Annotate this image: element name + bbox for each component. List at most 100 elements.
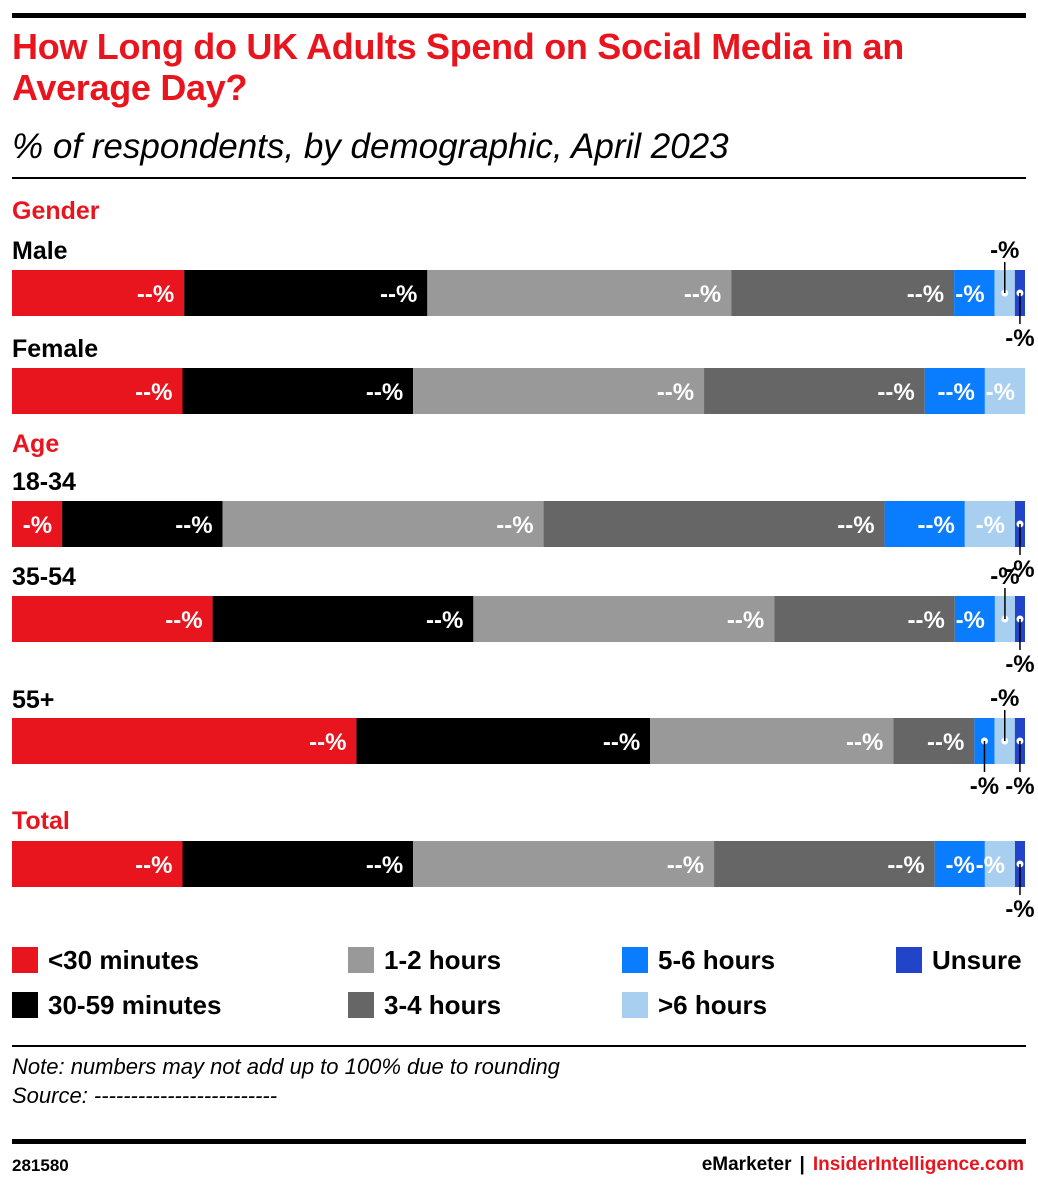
legend-item-1-2-hours: 1-2 hours <box>348 945 501 975</box>
footnote: Note: numbers may not add up to 100% due… <box>12 1052 560 1110</box>
legend-item-unsure: Unsure <box>896 945 1022 975</box>
legend-label: <30 minutes <box>48 945 200 975</box>
bar-value-label: -% <box>956 607 985 634</box>
bar-segment-18-34-0 <box>12 501 63 547</box>
bar-segment-total-0 <box>12 841 183 887</box>
bar-value-label: --% <box>667 852 704 879</box>
callout-value-label: -% <box>990 563 1019 590</box>
bar-value-label: --% <box>309 729 346 756</box>
legend-swatch <box>348 992 374 1018</box>
note-text: Note: numbers may not add up to 100% due… <box>12 1054 560 1079</box>
bar-value-label: --% <box>846 729 883 756</box>
section-age: Age <box>12 430 60 458</box>
bar-segment-female-2 <box>413 368 705 414</box>
legend-label: 3-4 hours <box>384 990 502 1020</box>
brand-insider-intelligence[interactable]: InsiderIntelligence.com <box>812 1154 1024 1175</box>
bar-value-label: --% <box>887 852 924 879</box>
top-rule <box>12 13 1026 18</box>
legend-item-over-6-hours: >6 hours <box>622 990 767 1020</box>
bar-value-label: --% <box>496 512 533 539</box>
bar-segment-18-34-2 <box>222 501 544 547</box>
bar-segment-male-2 <box>427 270 732 316</box>
callout-value-label: -% <box>1005 556 1034 583</box>
bar-value-label: --% <box>135 379 172 406</box>
bar-segment-female-4 <box>924 368 985 414</box>
bar-segment-35-54-2 <box>473 596 775 642</box>
chart-id: 281580 <box>12 1156 69 1175</box>
section-gender: Gender <box>12 197 100 225</box>
bar-value-label: -% <box>946 852 975 879</box>
legend-label: Unsure <box>932 945 1022 975</box>
bar-value-label: -% <box>23 512 52 539</box>
bar-segment-35-54-1 <box>212 596 474 642</box>
bar-segment-total-2 <box>413 841 715 887</box>
legend-swatch <box>622 992 648 1018</box>
brand-separator: | <box>799 1154 805 1175</box>
section-total: Total <box>12 807 70 835</box>
bar-segment-male-0 <box>12 270 185 316</box>
bar-value-label: --% <box>877 379 914 406</box>
bar-segment-55-3 <box>893 718 975 764</box>
bar-value-label: --% <box>907 281 944 308</box>
bar-segment-18-34-5 <box>964 501 1015 547</box>
legend-swatch <box>12 992 38 1018</box>
bar-value-label: -% <box>986 379 1015 406</box>
bar-segment-total-3 <box>714 841 935 887</box>
bar-value-label: --% <box>165 607 202 634</box>
callout-value-label: -% <box>970 773 999 800</box>
legend-swatch <box>622 947 648 973</box>
callout-value-label: -% <box>1005 325 1034 352</box>
bar-value-label: --% <box>837 512 874 539</box>
bar-segment-total-1 <box>182 841 414 887</box>
bar-value-label: --% <box>927 729 964 756</box>
row-label-55-plus: 55+ <box>12 686 55 714</box>
title-rule <box>12 177 1026 179</box>
bar-value-label: --% <box>907 607 944 634</box>
bar-value-label: --% <box>135 852 172 879</box>
row-label-35-54: 35-54 <box>12 563 76 591</box>
brand-emarketer: eMarketer <box>701 1154 792 1175</box>
bar-value-label: --% <box>426 607 463 634</box>
legend-swatch <box>12 947 38 973</box>
legend-item-3-4-hours: 3-4 hours <box>348 990 501 1020</box>
bar-value-label: --% <box>366 379 403 406</box>
legend-label: 5-6 hours <box>658 945 776 975</box>
chart-title: How Long do UK Adults Spend on Social Me… <box>12 26 904 108</box>
chart-subtitle: % of respondents, by demographic, April … <box>12 127 729 166</box>
bar-value-label: --% <box>380 281 417 308</box>
bar-segment-male-1 <box>184 270 428 316</box>
row-label-male: Male <box>12 237 68 265</box>
legend-label: 1-2 hours <box>384 945 502 975</box>
stacked-bar-chart: --% --% --% --% -%-%-%--% --% --% --% --% -%-% --%… <box>12 237 1035 923</box>
bar-segment-55-0 <box>12 718 357 764</box>
row-label-18-34: 18-34 <box>12 468 76 496</box>
bar-value-label: -% <box>955 281 984 308</box>
bar-value-label: --% <box>137 281 174 308</box>
bar-segment-18-34-3 <box>543 501 885 547</box>
bar-segment-male-4 <box>954 270 995 316</box>
legend-item-under-30: <30 minutes <box>12 945 199 975</box>
footer-brand: eMarketer | InsiderIntelligence.com <box>702 1154 1024 1176</box>
bar-value-label: --% <box>727 607 764 634</box>
bar-segment-female-3 <box>704 368 925 414</box>
bar-value-label: --% <box>917 512 954 539</box>
bar-segment-55-2 <box>650 718 894 764</box>
note-rule <box>12 1045 1026 1047</box>
row-label-female: Female <box>12 335 99 363</box>
bar-segment-35-54-4 <box>954 596 995 642</box>
callout-value-label: -% <box>1005 651 1034 678</box>
legend-label: 30-59 minutes <box>48 990 222 1020</box>
source-text: Source: ------------------------- <box>12 1083 278 1108</box>
bar-segment-female-1 <box>182 368 414 414</box>
bar-value-label: -% <box>976 512 1005 539</box>
bar-value-label: --% <box>175 512 212 539</box>
bar-value-label: --% <box>603 729 640 756</box>
bar-value-label: --% <box>684 281 721 308</box>
bar-segment-female-5 <box>984 368 1025 414</box>
legend-swatch <box>896 947 922 973</box>
bar-segment-35-54-0 <box>12 596 213 642</box>
bar-segment-18-34-1 <box>62 501 223 547</box>
bar-segment-18-34-4 <box>884 501 965 547</box>
bar-segment-male-3 <box>731 270 955 316</box>
bar-value-label: --% <box>657 379 694 406</box>
